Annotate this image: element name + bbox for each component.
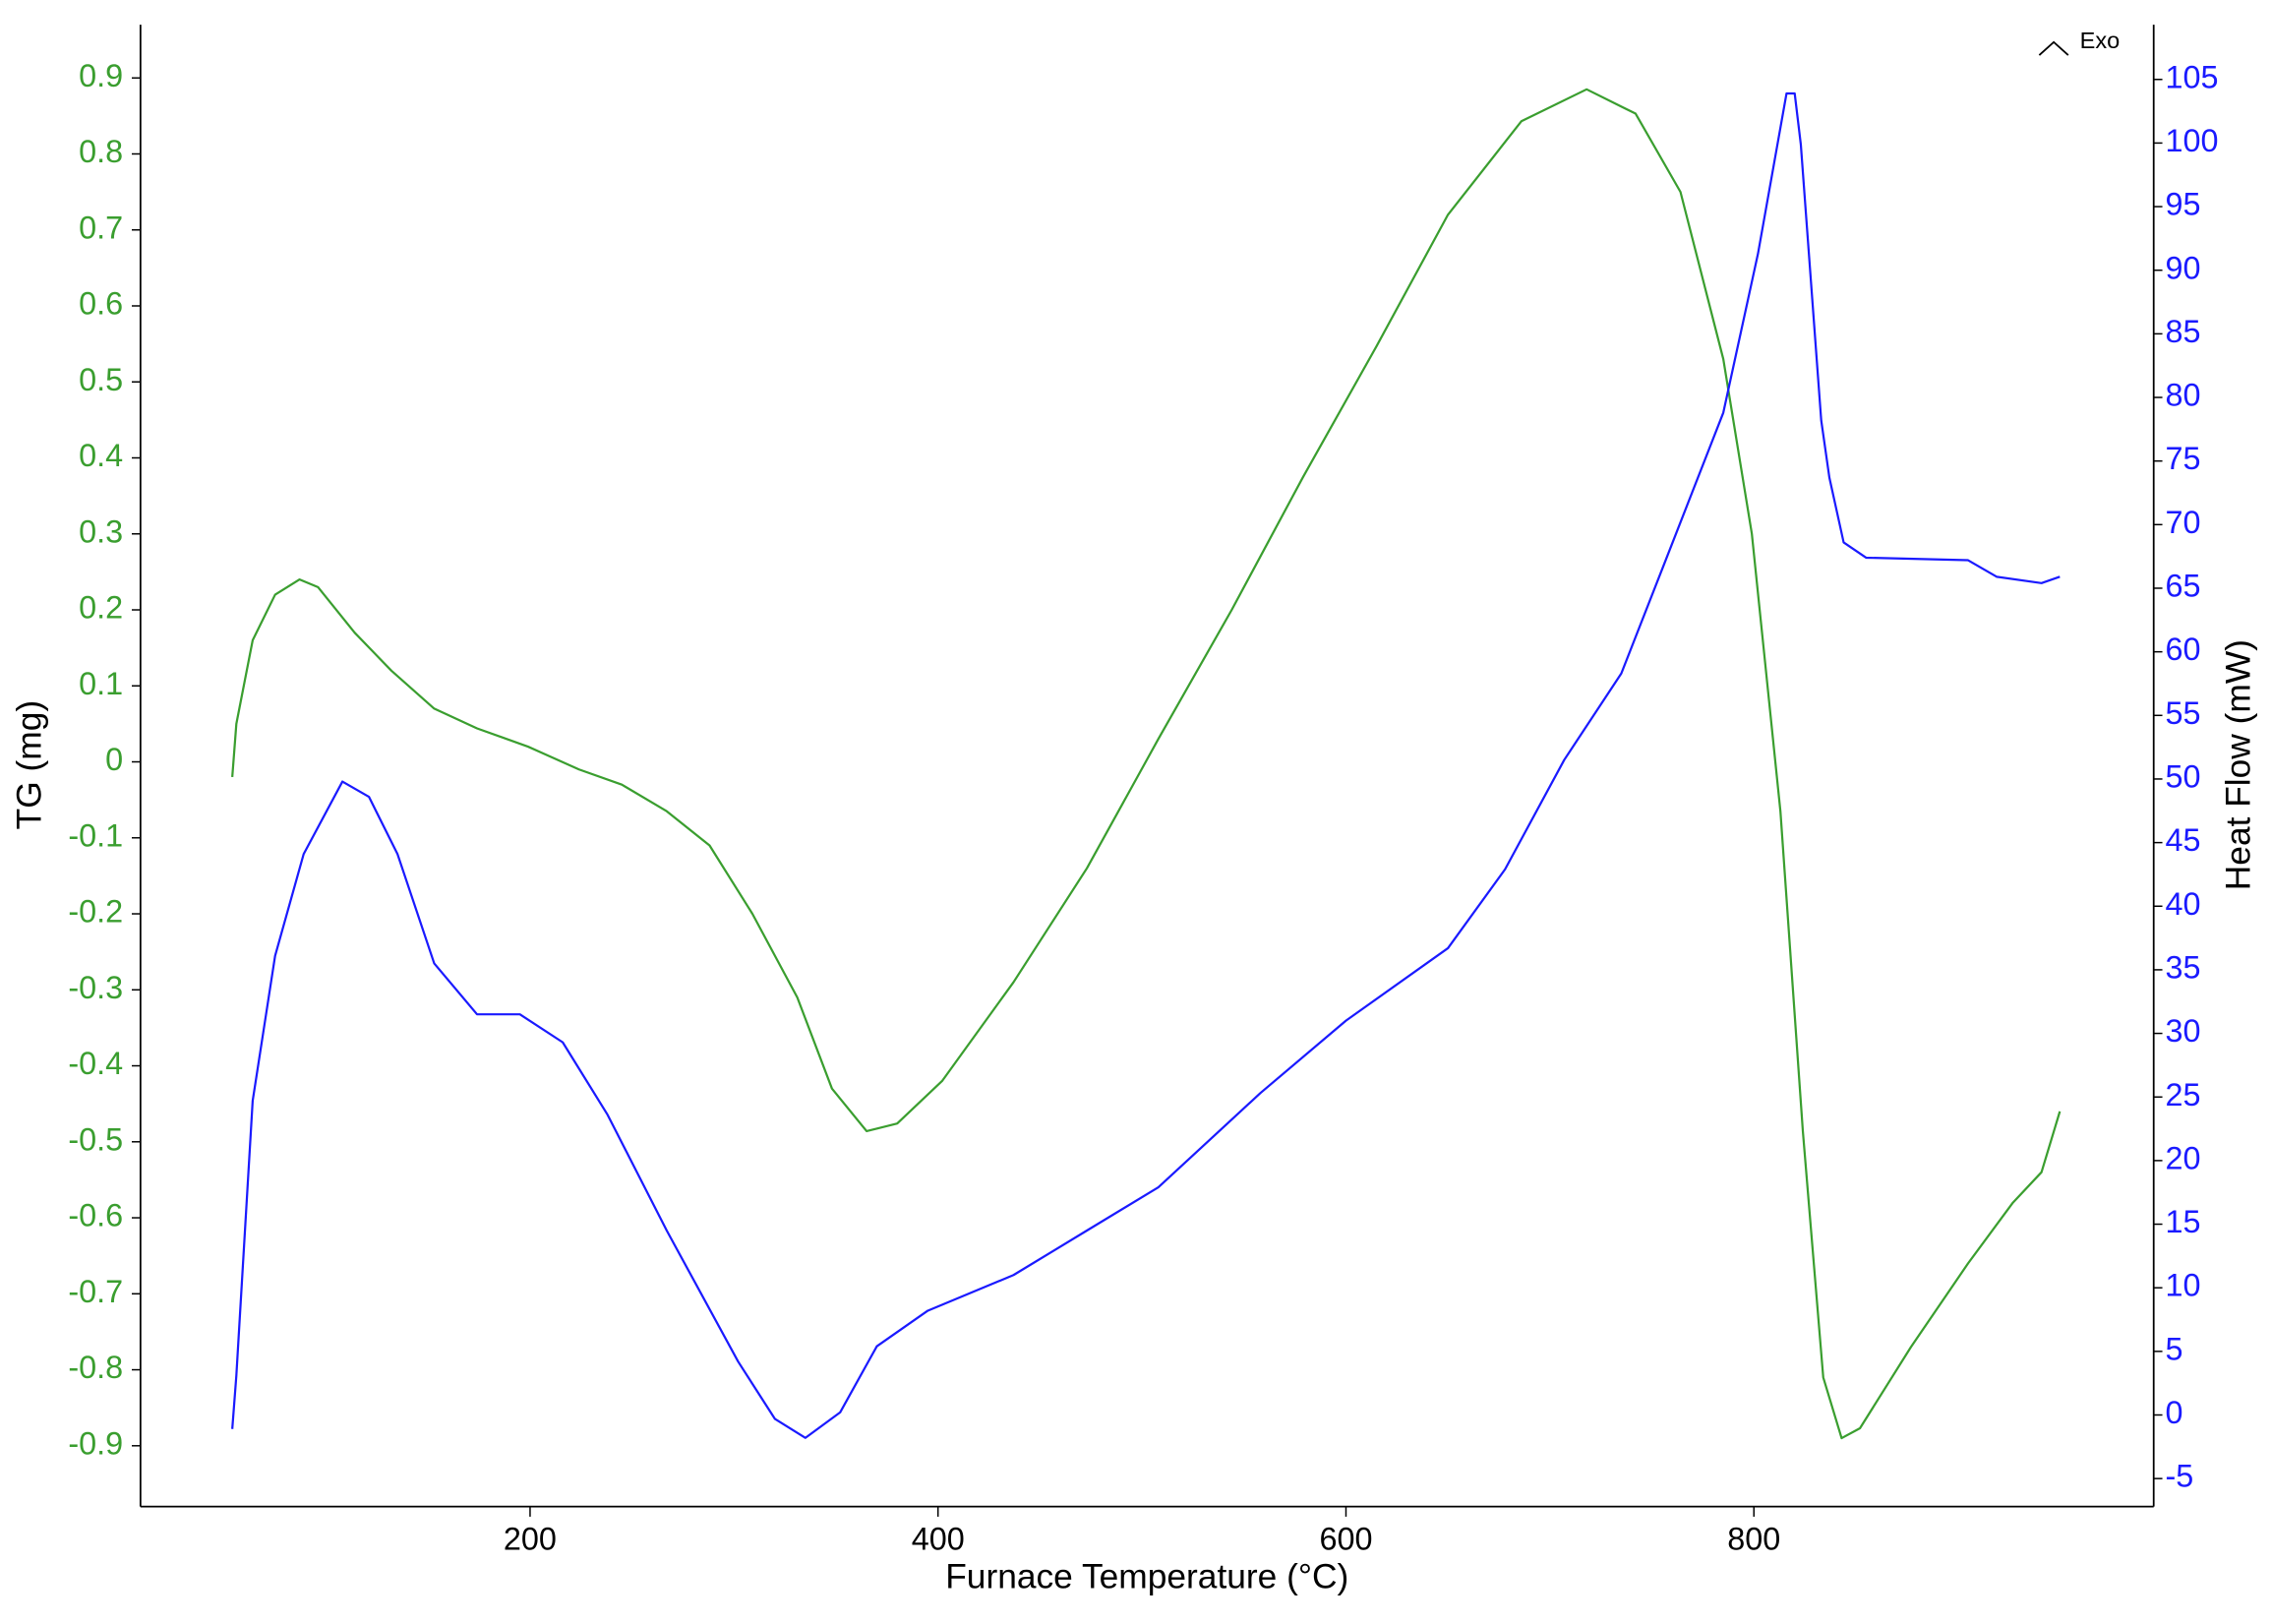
y2-tick-label: 105 [2166, 59, 2219, 94]
y2-tick-label: 70 [2166, 505, 2201, 540]
y-tick-label: -0.4 [68, 1046, 123, 1081]
y2-tick-label: 75 [2166, 441, 2201, 476]
y-tick-label: 0.8 [79, 134, 123, 169]
series-line [231, 88, 2062, 1440]
y2-tick-label: 30 [2166, 1013, 2201, 1049]
y2-tick-label: 65 [2166, 569, 2201, 604]
y-tick-label: 0.7 [79, 210, 123, 245]
y2-tick-label: 95 [2166, 187, 2201, 222]
y-tick-label: 0.4 [79, 438, 123, 473]
y-axis-label: TG (mg) [11, 700, 49, 829]
y2-tick-label: 85 [2166, 314, 2201, 349]
y-tick-label: -0.9 [68, 1425, 123, 1461]
y2-tick-label: 35 [2166, 949, 2201, 985]
y-tick-label: 0.3 [79, 513, 123, 549]
y-tick-label: 0 [105, 742, 123, 777]
y2-tick-label: 40 [2166, 886, 2201, 922]
series-line [231, 91, 2061, 1439]
y2-tick-label: 10 [2166, 1268, 2201, 1303]
y-tick-label: -0.6 [68, 1198, 123, 1233]
y2-tick-label: 80 [2166, 378, 2201, 413]
y2-tick-label: 0 [2166, 1395, 2183, 1430]
y-tick-label: -0.8 [68, 1350, 123, 1385]
y2-tick-label: 100 [2166, 123, 2219, 158]
y-tick-label: 0.9 [79, 58, 123, 93]
x-tick-label: 600 [1319, 1522, 1372, 1557]
y2-tick-label: -5 [2166, 1459, 2194, 1494]
y-tick-label: -0.5 [68, 1121, 123, 1157]
y-tick-label: -0.3 [68, 970, 123, 1005]
y2-tick-label: 25 [2166, 1077, 2201, 1113]
y-tick-label: -0.1 [68, 817, 123, 853]
x-axis-label: Furnace Temperature (°C) [945, 1558, 1348, 1596]
y2-tick-label: 50 [2166, 759, 2201, 795]
y2-tick-label: 5 [2166, 1331, 2183, 1366]
y2-tick-label: 15 [2166, 1204, 2201, 1239]
y2-axis-label: Heat Flow (mW) [2219, 639, 2257, 890]
y-tick-label: -0.7 [68, 1274, 123, 1309]
y-tick-label: 0.1 [79, 666, 123, 701]
y2-tick-label: 45 [2166, 822, 2201, 858]
y-tick-label: -0.2 [68, 894, 123, 930]
exo-caret [2038, 40, 2069, 56]
y-tick-label: 0.2 [79, 590, 123, 626]
x-tick-label: 400 [912, 1522, 965, 1557]
y2-tick-label: 90 [2166, 250, 2201, 285]
y-tick-label: 0.6 [79, 286, 123, 322]
y2-tick-label: 60 [2166, 632, 2201, 667]
annotation: Exo [2080, 28, 2121, 53]
x-tick-label: 200 [504, 1522, 557, 1557]
y2-tick-label: 20 [2166, 1140, 2201, 1175]
x-tick-label: 800 [1727, 1522, 1780, 1557]
y2-tick-label: 55 [2166, 695, 2201, 731]
y-tick-label: 0.5 [79, 362, 123, 397]
